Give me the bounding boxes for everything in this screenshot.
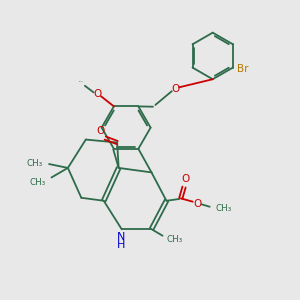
Text: N: N — [117, 232, 125, 242]
Text: CH₃: CH₃ — [167, 235, 183, 244]
Text: CH₃: CH₃ — [30, 178, 46, 187]
Text: O: O — [93, 89, 102, 99]
Text: H: H — [117, 240, 125, 250]
Text: CH₃: CH₃ — [27, 159, 43, 168]
Text: CH₃: CH₃ — [215, 204, 231, 213]
Text: O: O — [171, 84, 179, 94]
Text: Br: Br — [237, 64, 249, 74]
Text: methyl: methyl — [79, 81, 84, 82]
Text: O: O — [181, 174, 189, 184]
Text: O: O — [96, 127, 104, 136]
Text: O: O — [194, 199, 202, 209]
